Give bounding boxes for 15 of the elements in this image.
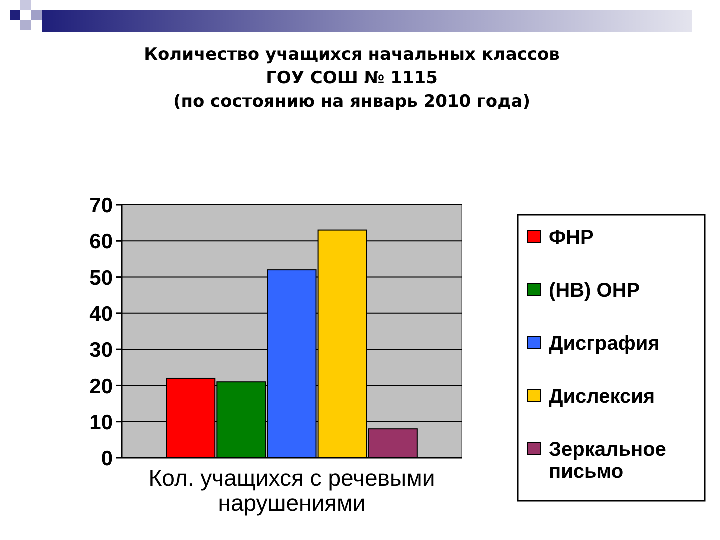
y-tick-label: 30 <box>90 339 113 362</box>
legend-label: Зеркальное письмо <box>549 439 666 484</box>
x-axis-title: Кол. учащихся с речевыми нарушениями <box>148 465 436 516</box>
legend-label: Дисграфия <box>549 333 660 356</box>
y-tick-label: 60 <box>90 230 113 254</box>
y-tick-label: 40 <box>90 302 113 326</box>
legend-label: (НВ) ОНР <box>549 280 640 302</box>
legend-label: ФНР <box>549 227 594 250</box>
y-tick-label: 0 <box>101 448 113 471</box>
y-tick-label: 20 <box>90 375 113 398</box>
y-tick-label: 70 <box>90 194 113 218</box>
y-tick-label: 50 <box>90 266 113 290</box>
chart-title: Количество учащихся начальных классов ГОУ СОШ № 1115 (по состоянию на январь 2010 года) <box>144 45 560 112</box>
y-tick-label: 10 <box>90 411 113 434</box>
legend-label: Дислексия <box>549 386 656 408</box>
